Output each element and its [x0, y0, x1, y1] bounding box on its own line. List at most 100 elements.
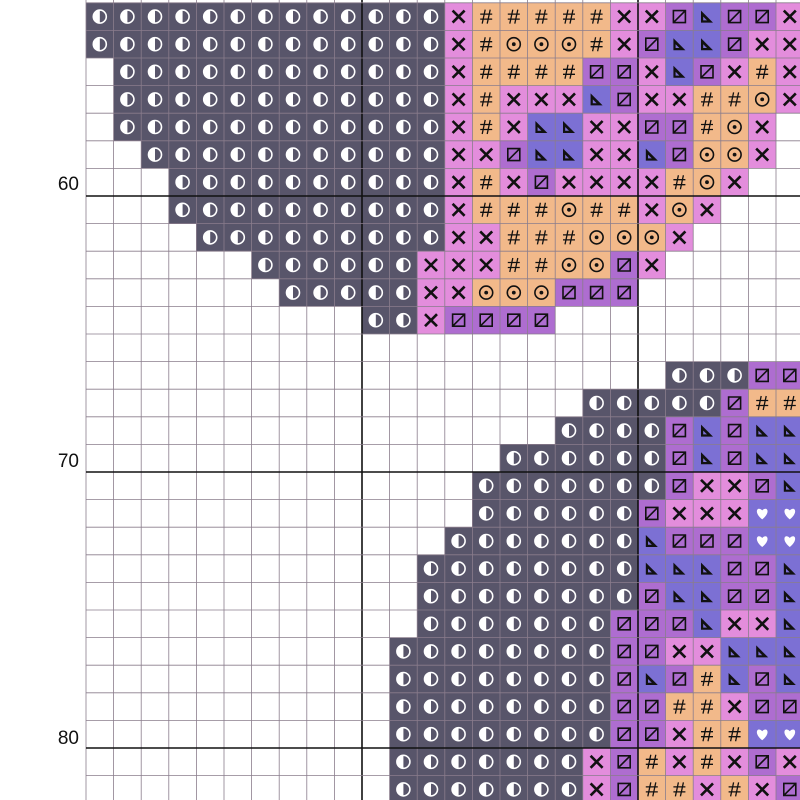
symbol — [784, 508, 796, 520]
symbol — [507, 589, 514, 603]
symbol — [341, 203, 349, 217]
symbol — [786, 430, 790, 435]
symbol — [700, 202, 714, 217]
cell-fill — [776, 389, 800, 417]
symbol — [644, 230, 660, 245]
symbol — [258, 258, 266, 272]
symbol — [673, 175, 686, 190]
symbol — [534, 617, 542, 631]
symbol — [424, 562, 431, 576]
stitch-cell — [500, 637, 528, 666]
stitch-cell — [555, 527, 583, 555]
symbol — [451, 175, 466, 190]
stitch-cell — [638, 637, 666, 666]
symbol — [672, 202, 687, 218]
symbol — [589, 754, 604, 769]
symbol — [507, 479, 514, 493]
cell-fill — [389, 223, 418, 252]
symbol — [314, 286, 321, 300]
symbol — [758, 430, 763, 435]
stitch-cell — [527, 472, 556, 500]
cell-fill — [472, 168, 500, 196]
symbol — [231, 10, 238, 24]
symbol — [451, 120, 466, 134]
symbol — [617, 147, 632, 162]
stitch-cell — [224, 58, 252, 86]
symbol — [396, 258, 404, 272]
stitch-cell — [472, 30, 500, 58]
stitch-cell — [582, 665, 611, 693]
symbol — [534, 175, 549, 189]
stitch-cell — [638, 775, 666, 800]
cell-fill — [693, 720, 721, 748]
symbol — [534, 782, 542, 796]
symbol — [286, 148, 293, 162]
cell-fill — [665, 692, 694, 721]
stitch-cell — [610, 554, 638, 583]
symbol — [479, 672, 487, 686]
symbol — [617, 285, 631, 300]
stitch-cell — [196, 196, 224, 224]
stitch-cell — [665, 775, 694, 800]
stitch-cell — [224, 223, 252, 252]
symbol — [727, 561, 742, 576]
symbol — [756, 395, 769, 411]
stitch-cell — [306, 30, 335, 58]
stitch-cell — [196, 140, 224, 169]
stitch-cell — [224, 113, 252, 141]
stitch-cell — [776, 389, 800, 417]
symbol — [786, 568, 790, 573]
symbol — [648, 679, 652, 683]
symbol — [176, 203, 183, 217]
stitch-cell — [555, 251, 583, 279]
stitch-cell — [665, 140, 694, 169]
stitch-cell — [334, 58, 362, 86]
symbol — [703, 596, 707, 600]
symbol — [507, 9, 520, 24]
stitch-cell — [720, 416, 749, 445]
stitch-cell — [748, 416, 776, 445]
stitch-cell — [196, 113, 224, 141]
stitch-cell — [638, 665, 666, 693]
stitch-cell — [389, 665, 418, 693]
symbol — [727, 699, 742, 714]
stitch-cell — [472, 196, 500, 224]
stitch-cell — [472, 499, 500, 528]
symbol — [782, 92, 797, 107]
symbol — [535, 230, 548, 245]
cell-fill — [251, 58, 280, 86]
stitch-cell — [610, 113, 638, 141]
symbol — [369, 37, 376, 51]
row-label: 60 — [58, 174, 79, 195]
symbol — [451, 258, 466, 272]
stitch-cell — [279, 168, 307, 196]
stitch-cell — [417, 30, 445, 58]
symbol — [286, 175, 293, 189]
symbol — [231, 65, 238, 79]
stitch-cell — [444, 278, 473, 307]
stitch-cell — [417, 775, 445, 800]
symbol — [451, 9, 466, 24]
symbol — [534, 755, 542, 769]
cell-fill — [389, 720, 418, 748]
symbol — [535, 257, 548, 273]
symbol — [286, 10, 293, 24]
stitch-cell — [748, 113, 776, 141]
cell-fill — [693, 113, 721, 141]
stitch-cell — [362, 168, 390, 196]
stitch-cell — [582, 554, 611, 583]
cell-fill — [720, 637, 749, 666]
stitch-cell — [638, 251, 666, 279]
symbol — [786, 679, 790, 683]
stitch-cell — [500, 499, 528, 528]
symbol — [755, 699, 769, 714]
symbol — [314, 37, 321, 51]
stitch-cell — [720, 582, 749, 610]
cell-fill — [251, 85, 280, 114]
stitch-cell — [776, 720, 800, 748]
stitch-cell — [500, 113, 528, 141]
stitch-cell — [306, 58, 335, 86]
symbol — [617, 92, 631, 107]
symbol — [589, 65, 604, 79]
symbol — [452, 644, 459, 658]
